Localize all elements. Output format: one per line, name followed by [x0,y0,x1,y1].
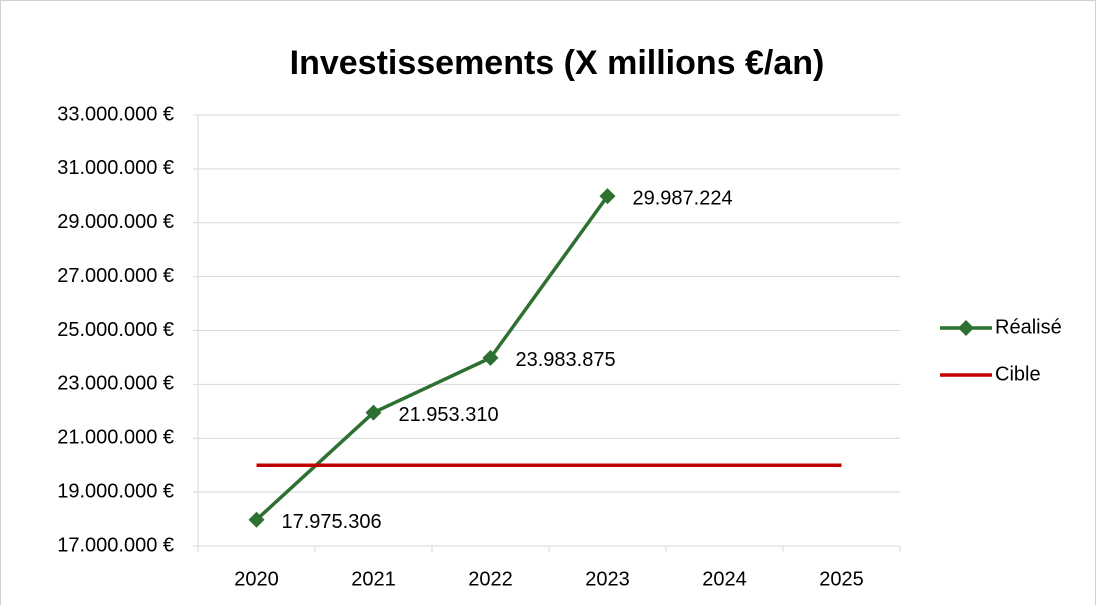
x-tick-label: 2020 [234,568,279,590]
x-tick-label: 2022 [468,568,513,590]
y-tick-label: 29.000.000 € [57,211,174,233]
data-point [365,404,382,421]
legend-label: Réalisé [995,316,1062,338]
y-tick-label: 19.000.000 € [57,480,174,502]
chart-title: Investissements (X millions €/an) [290,44,825,82]
data-label: 29.987.224 [633,187,733,209]
y-tick-label: 31.000.000 € [57,157,174,179]
y-tick-label: 17.000.000 € [57,534,174,556]
data-label: 17.975.306 [282,511,382,533]
x-tick-label: 2025 [819,568,864,590]
y-tick-label: 21.000.000 € [57,427,174,449]
legend-label: Cible [995,363,1041,385]
x-tick-label: 2023 [585,568,630,590]
y-tick-label: 33.000.000 € [57,103,174,125]
x-tick-label: 2021 [351,568,396,590]
x-tick-label: 2024 [702,568,747,590]
data-point [482,349,499,366]
y-tick-label: 25.000.000 € [57,319,174,341]
data-label: 21.953.310 [399,404,499,426]
y-tick-label: 23.000.000 € [57,373,174,395]
data-label: 23.983.875 [516,349,616,371]
legend-marker [958,320,974,336]
y-tick-label: 27.000.000 € [57,265,174,287]
data-point [599,188,616,205]
data-point [248,511,265,528]
